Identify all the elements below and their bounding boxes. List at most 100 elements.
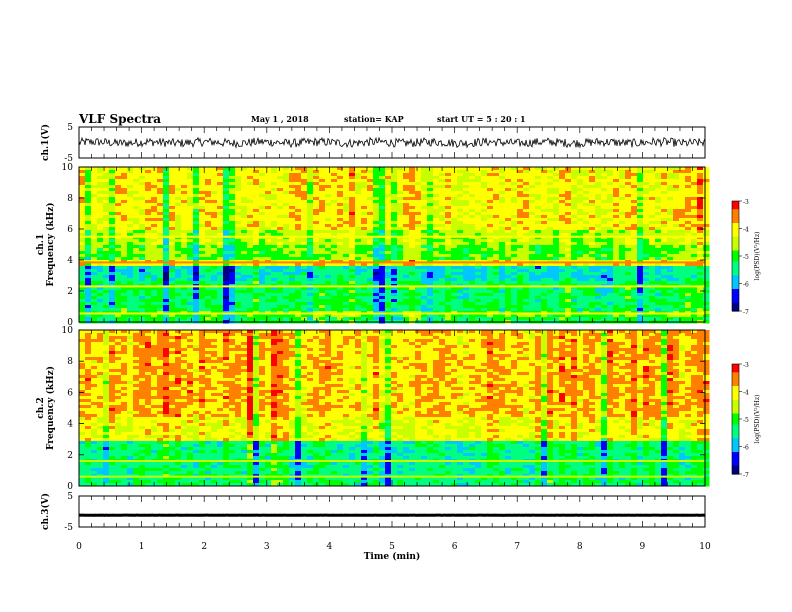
spectrogram-cell [235, 263, 242, 267]
spectrogram-cell [121, 197, 128, 201]
spectrogram-cell [79, 263, 86, 267]
spectrogram-cell [631, 167, 638, 171]
spectrogram-cell [547, 251, 554, 255]
spectrogram-cell [601, 185, 608, 189]
spectrogram-cell [373, 233, 380, 237]
spectrogram-cell [403, 221, 410, 225]
spectrogram-cell [169, 227, 176, 231]
spectrogram-cell [241, 239, 248, 243]
spectrogram-cell [319, 224, 326, 228]
spectrogram-cell [139, 215, 146, 219]
spectrogram-cell [367, 191, 374, 195]
spectrogram-cell [685, 281, 692, 285]
spectrogram-cell [121, 245, 128, 249]
spectrogram-cell [199, 167, 206, 171]
spectrogram-cell [481, 239, 488, 243]
spectrogram-cell [457, 245, 464, 249]
spectrogram-cell [373, 197, 380, 201]
spectrogram-cell [439, 251, 446, 255]
spectrogram-cell [625, 293, 632, 297]
spectrogram-cell [529, 299, 536, 303]
spectrogram-cell [535, 278, 542, 282]
spectrogram-cell [343, 209, 350, 213]
spectrogram-cell [595, 272, 602, 276]
spectrogram-cell [697, 233, 704, 237]
spectrogram-cell [547, 293, 554, 297]
spectrogram-cell [343, 233, 350, 237]
spectrogram-cell [331, 263, 338, 267]
spectrogram-cell [391, 293, 398, 297]
spectrogram-cell [649, 281, 656, 285]
spectrogram-cell [361, 185, 368, 189]
spectrogram-cell [157, 263, 164, 267]
spectrogram-cell [499, 194, 506, 198]
spectrogram-cell [91, 257, 98, 261]
spectrogram-cell [505, 269, 512, 273]
spectrogram-cell [169, 167, 176, 171]
spectrogram-cell [577, 302, 584, 306]
spectrogram-cell [661, 269, 668, 273]
spectrogram-cell [673, 251, 680, 255]
spectrogram-cell [163, 257, 170, 261]
spectrogram-cell [169, 293, 176, 297]
spectrogram-cell [601, 200, 608, 204]
spectrogram-cell [457, 191, 464, 195]
spectrogram-cell [547, 194, 554, 198]
spectrogram-cell [163, 185, 170, 189]
spectrogram-cell [115, 263, 122, 267]
spectrogram-cell [271, 257, 278, 261]
spectrogram-cell [181, 302, 188, 306]
spectrogram-cell [697, 272, 704, 276]
spectrogram-cell [457, 269, 464, 273]
spectrogram-cell [139, 170, 146, 174]
spectrogram-cell [631, 209, 638, 213]
spectrogram-cell [121, 248, 128, 252]
spectrogram-cell [247, 197, 254, 201]
spectrogram-cell [109, 206, 116, 210]
spectrogram-cell [337, 305, 344, 309]
spectrogram-cell [295, 170, 302, 174]
spectrogram-cell [661, 215, 668, 219]
spectrogram-cell [223, 278, 230, 282]
spectrogram-cell [553, 215, 560, 219]
spectrogram-cell [343, 278, 350, 282]
spectrogram-cell [655, 173, 662, 177]
spectrogram-cell [523, 191, 530, 195]
spectrogram-cell [499, 215, 506, 219]
spectrogram-cell [355, 191, 362, 195]
spectrogram-cell [109, 302, 116, 306]
spectrogram-cell [265, 293, 272, 297]
spectrogram-cell [385, 224, 392, 228]
spectrogram-cell [547, 239, 554, 243]
spectrogram-cell [313, 227, 320, 231]
spectrogram-cell [469, 278, 476, 282]
spectrogram-cell [313, 257, 320, 261]
spectrogram-cell [271, 191, 278, 195]
spectrogram-cell [631, 296, 638, 300]
spectrogram-cell [511, 212, 518, 216]
spectrogram-cell [643, 182, 650, 186]
spectrogram-cell [301, 227, 308, 231]
spectrogram-cell [235, 230, 242, 234]
spectrogram-cell [79, 254, 86, 258]
spectrogram-cell [523, 272, 530, 276]
spectrogram-cell [139, 179, 146, 183]
spectrogram-cell [403, 302, 410, 306]
spectrogram-cell [691, 290, 698, 294]
spectrogram-cell [307, 266, 314, 270]
spectrogram-cell [187, 218, 194, 222]
spectrogram-cell [445, 287, 452, 291]
spectrogram-cell [367, 245, 374, 249]
spectrogram-cell [559, 299, 566, 303]
spectrogram-cell [517, 197, 524, 201]
spectrogram-cell [223, 194, 230, 198]
spectrogram-cell [607, 233, 614, 237]
spectrogram-cell [703, 179, 710, 183]
spectrogram-cell [271, 263, 278, 267]
spectrogram-cell [145, 281, 152, 285]
spectrogram-cell [397, 218, 404, 222]
spectrogram-cell [307, 209, 314, 213]
spectrogram-cell [397, 305, 404, 309]
spectrogram-cell [475, 230, 482, 234]
spectrogram-cell [451, 233, 458, 237]
